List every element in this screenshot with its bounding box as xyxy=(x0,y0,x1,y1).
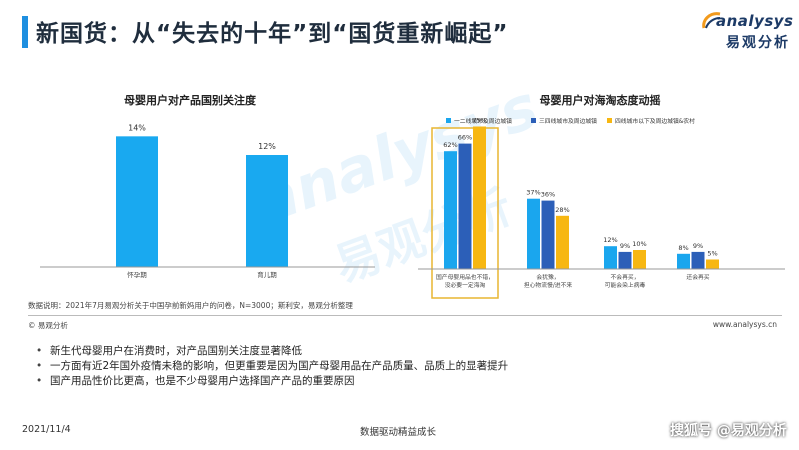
bar-value-label: 75% xyxy=(472,117,486,125)
bar-怀孕期 xyxy=(116,136,158,267)
legend-swatch xyxy=(607,118,612,123)
bar-series2-cat3 xyxy=(618,251,632,269)
bar-value-label: 8% xyxy=(678,244,688,252)
legend-label: 三四线城市及周边城镇 xyxy=(539,117,597,125)
logo-text-cn: 易观分析 xyxy=(726,35,790,51)
website-link[interactable]: www.analysys.cn xyxy=(712,320,777,329)
legend-label: 四线城市以下及周边城镇&农村 xyxy=(615,117,695,125)
category-label: 怀孕期 xyxy=(127,270,147,279)
right-chart-title: 母婴用户对海淘态度动摇 xyxy=(540,93,661,107)
category-label: 还会再买 xyxy=(686,273,709,281)
bullet-item: 一方面有近2年国外疫情未稳的影响，但更重要是因为国产母婴用品在产品质量、品质上的… xyxy=(36,359,508,374)
bar-series2-cat2 xyxy=(541,200,555,269)
bar-value-label: 37% xyxy=(526,189,540,197)
bar-value-label: 12% xyxy=(258,142,276,151)
bar-value-label: 9% xyxy=(693,242,703,250)
logo-text-en: analysys xyxy=(716,12,794,30)
bar-series1-cat3 xyxy=(604,246,617,269)
bar-value-label: 36% xyxy=(541,191,555,199)
highlight-box xyxy=(431,127,499,299)
bar-series3-cat1 xyxy=(473,126,486,269)
bar-series1-cat1 xyxy=(444,151,457,269)
bullet-item: 国产用品性价比更高，也是不少母婴用户选择国产产品的重要原因 xyxy=(36,374,508,389)
right-chart-bars: 62% 37% 12% 8% 66% 36% 9% 9% 75% 28% 10% 5% 国产母婴用品也不… xyxy=(436,117,719,289)
right-chart-legend: 一二线城市及周边城镇 三四线城市及周边城镇 四线城市以下及周边城镇&农村 xyxy=(446,117,695,125)
title-accent-bar xyxy=(22,16,28,48)
category-label: 育儿期 xyxy=(257,270,277,279)
category-label: 担心物流慢/进不来 xyxy=(524,281,573,289)
bar-value-label: 28% xyxy=(555,206,569,214)
bar-series2-cat1 xyxy=(458,143,472,269)
bar-育儿期 xyxy=(246,155,288,267)
bullet-list: 新生代母婴用户在消费时，对产品国别关注度显著降低 一方面有近2年国外疫情未稳的影… xyxy=(36,344,508,389)
logo-swoosh-icon xyxy=(702,12,721,29)
category-label: 会犹豫， xyxy=(536,273,559,281)
divider xyxy=(28,315,782,316)
bar-series1-cat2 xyxy=(527,198,540,269)
bar-value-label: 9% xyxy=(620,242,630,250)
page-title: 新国货：从“失去的十年”到“国货重新崛起” xyxy=(36,21,509,47)
category-label: 国产母婴用品也不错， xyxy=(436,273,494,281)
bar-series3-cat4 xyxy=(706,259,719,269)
bar-value-label: 10% xyxy=(632,240,646,248)
footer-date: 2021/11/4 xyxy=(22,424,71,435)
copyright: © 易观分析 xyxy=(28,321,68,330)
bar-value-label: 5% xyxy=(707,250,717,258)
left-chart-bars: 14% 怀孕期 12% 育儿期 xyxy=(116,123,288,279)
charts-canvas: 母婴用户对产品国别关注度 14% 怀孕期 12% 育儿期 母婴用户对海淘态度动摇 一二… xyxy=(40,93,785,299)
bar-value-label: 12% xyxy=(603,236,617,244)
legend-swatch xyxy=(446,118,451,123)
category-label: 可能会染上病毒 xyxy=(605,281,646,289)
category-label: 不会再买， xyxy=(611,273,640,281)
legend-swatch xyxy=(531,118,536,123)
footer-slogan: 数据驱动精益成长 xyxy=(360,427,437,438)
bar-series1-cat4 xyxy=(677,253,690,269)
bar-series2-cat4 xyxy=(691,251,705,269)
bar-series3-cat2 xyxy=(556,215,569,269)
data-source-note: 数据说明：2021年7月易观分析关于中国孕前新妈用户的问卷，N=3000；斯利安… xyxy=(28,301,353,310)
left-chart-title: 母婴用户对产品国别关注度 xyxy=(124,93,257,107)
analysys-logo: analysys 易观分析 xyxy=(700,8,794,56)
bar-value-label: 62% xyxy=(443,141,457,149)
footer-brand-watermark: 搜狐号 @易观分析 xyxy=(670,423,787,439)
bar-value-label: 14% xyxy=(128,123,146,132)
bar-value-label: 66% xyxy=(458,134,472,142)
category-label: 没必要一定海淘 xyxy=(445,281,486,289)
bar-series3-cat3 xyxy=(633,250,646,269)
legend-label: 一二线城市及周边城镇 xyxy=(454,117,512,125)
bullet-item: 新生代母婴用户在消费时，对产品国别关注度显著降低 xyxy=(36,344,508,359)
